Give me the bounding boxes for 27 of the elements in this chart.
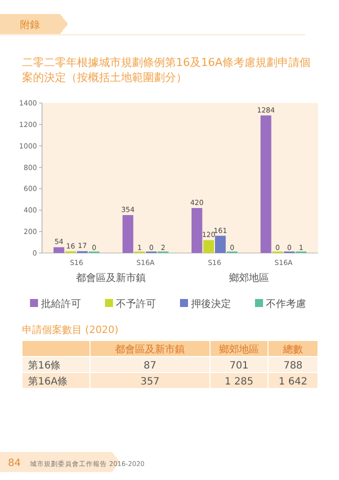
text: 鄉郊地區 <box>219 344 259 356</box>
text: 申請個案數目 (2020) <box>22 324 119 336</box>
text: 701 <box>229 360 249 372</box>
bar <box>54 247 64 253</box>
bar <box>215 236 226 253</box>
text: 1 285 <box>224 376 254 388</box>
bar <box>260 115 272 253</box>
bar <box>203 240 214 253</box>
legend-label: 不作考慮 <box>266 298 306 310</box>
text: 都會區及新市鎮 <box>115 344 185 356</box>
bar <box>192 208 202 253</box>
text: 87 <box>144 360 156 372</box>
legend-label: 批給許可 <box>41 298 81 310</box>
legend-label: 不予許可 <box>116 298 156 310</box>
text: 總數 <box>282 344 303 356</box>
bar <box>122 215 134 253</box>
text: 第16A條 <box>28 376 68 388</box>
legend-label: 押後決定 <box>191 298 231 310</box>
chart-title: 二零二零年根據城市規劃條例第16及16A條考慮規劃申請個案的決定（按概括土地範圍劃分） <box>22 56 311 84</box>
text: 附錄 <box>20 19 40 31</box>
text: 357 <box>140 376 160 388</box>
text: 1 642 <box>278 376 308 388</box>
text: 第16條 <box>28 360 61 372</box>
text: 都會區及新市鎮 <box>76 272 146 284</box>
text: 鄉郊地區 <box>229 272 269 284</box>
text: 788 <box>283 360 303 372</box>
text: 84 <box>8 458 21 469</box>
